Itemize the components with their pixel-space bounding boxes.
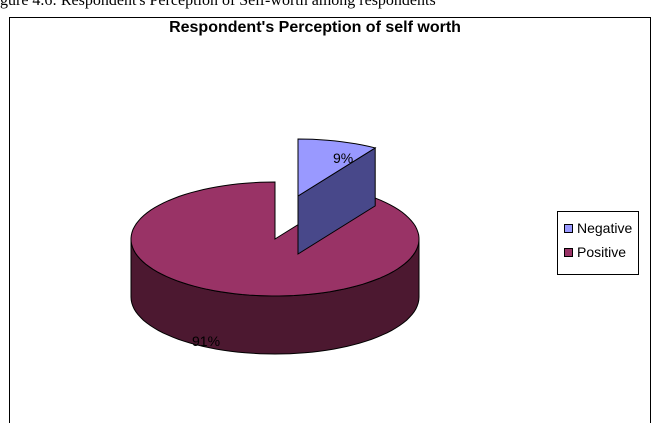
legend-label-negative: Negative [577, 220, 633, 236]
legend-item-negative: Negative [564, 216, 638, 240]
legend-label-positive: Positive [577, 244, 627, 260]
legend-item-positive: Positive [564, 240, 638, 264]
figure-caption: gure 4.6: Respondent's Perception of Sel… [0, 0, 436, 9]
chart-title: Respondent's Perception of self worth [169, 19, 461, 36]
pie-slice-negative [297, 138, 377, 197]
data-label-positive: 91% [192, 333, 221, 349]
chart-legend: Negative Positive [557, 211, 639, 275]
legend-swatch-negative [564, 223, 573, 233]
legend-swatch-positive [564, 247, 573, 257]
pie-slice-positive [130, 181, 420, 297]
data-label-negative: 9% [333, 150, 354, 166]
